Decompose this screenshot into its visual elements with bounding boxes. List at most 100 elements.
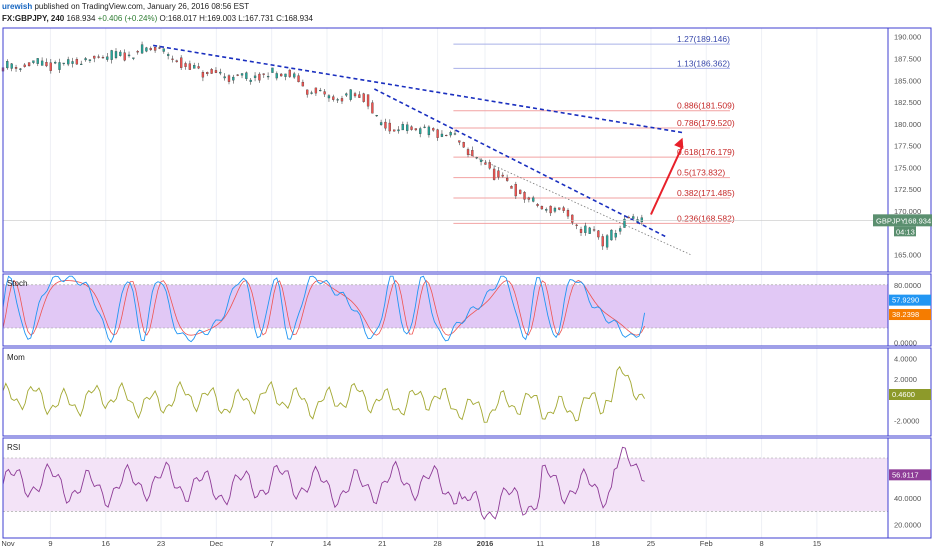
mom-panel-label: Mom	[7, 353, 25, 362]
candle-body	[597, 230, 600, 238]
fib-level-label: 0.786(179.520)	[677, 118, 735, 128]
time-axis-tick: 18	[591, 539, 599, 548]
stoch-k-line	[2, 275, 646, 344]
mom-value-tag	[889, 389, 931, 401]
candle-body	[314, 87, 318, 94]
price-axis-tick: 185.000	[894, 76, 921, 85]
candle-body	[184, 63, 187, 67]
projection-arrow-line	[650, 145, 684, 215]
candle-body	[293, 73, 296, 78]
candle-body	[88, 59, 92, 61]
candle-body	[275, 73, 278, 79]
momentum-panel[interactable]: Mom 4.0000 2.0000 -2.0000 0.4600	[2, 347, 932, 437]
candle-body	[180, 57, 183, 68]
countdown-value: 04:13	[896, 227, 915, 236]
candle-body	[536, 204, 539, 206]
candle-body	[462, 142, 465, 148]
candle-body	[623, 218, 626, 228]
price-axis-tick: 190.000	[894, 33, 921, 42]
time-axis-tick: 9	[48, 539, 52, 548]
candle-body	[501, 174, 504, 177]
mom-panel-border	[2, 347, 932, 437]
candle-body	[219, 71, 222, 74]
candle-body	[605, 235, 609, 248]
candle-body	[584, 225, 587, 233]
candle-body	[327, 95, 331, 99]
candle-body	[523, 192, 526, 200]
candle-body	[532, 197, 535, 202]
rsi-panel-border	[2, 437, 932, 539]
candle-body	[119, 51, 122, 56]
candle-body	[301, 81, 305, 87]
candle-body	[310, 92, 313, 94]
candle-body	[540, 206, 544, 210]
candle-body	[45, 61, 48, 67]
candle-body	[106, 56, 109, 60]
candle-body	[236, 74, 239, 76]
candle-body	[253, 75, 257, 78]
candle-body	[67, 59, 70, 65]
time-axis-tick: Dec	[210, 539, 224, 548]
candle-body	[62, 62, 65, 64]
candle-body	[97, 56, 100, 58]
fib-level-label: 0.382(171.485)	[677, 188, 735, 198]
candle-body	[332, 96, 335, 100]
time-axis-tick: 21	[378, 539, 386, 548]
candle-body	[479, 159, 483, 162]
candle-body	[193, 65, 196, 69]
candle-body	[149, 48, 152, 51]
candle-body	[271, 67, 274, 73]
candle-body	[240, 73, 244, 76]
candle-body	[379, 122, 383, 125]
candle-body	[571, 214, 574, 223]
stoch-axis-tick: 0.0000	[894, 338, 917, 347]
rsi-panel-label: RSI	[7, 443, 20, 452]
candle-body	[75, 59, 79, 65]
candle-body	[162, 48, 165, 52]
price-panel-border	[2, 27, 932, 273]
current-price-symbol: GBPJPY	[876, 216, 906, 225]
candle-body	[519, 189, 522, 194]
candle-body	[132, 57, 135, 59]
mom-value: 0.4600	[892, 390, 915, 399]
candle-body	[158, 47, 161, 49]
projection-arrow-head	[674, 137, 684, 149]
candle-body	[358, 94, 361, 98]
candle-body	[197, 66, 200, 69]
candle-body	[514, 183, 517, 197]
candle-body	[145, 47, 148, 52]
candle-body	[175, 60, 178, 62]
stochastic-panel[interactable]: Stoch 80.0000 0.0000 57.9290 38.2398	[2, 273, 932, 347]
candle-body	[458, 140, 461, 143]
candle-body	[40, 60, 44, 66]
candle-body	[288, 69, 291, 77]
publisher-username[interactable]: urewish	[2, 2, 33, 11]
time-axis-tick: 7	[270, 539, 274, 548]
candle-body	[32, 60, 35, 63]
candle-body	[362, 93, 365, 102]
candle-body	[375, 115, 378, 117]
candle-body	[336, 99, 339, 101]
candle-body	[632, 216, 635, 219]
rsi-panel[interactable]: RSI 40.0000 20.0000 56.9117	[2, 437, 932, 539]
candle-body	[588, 227, 591, 234]
candle-body	[553, 207, 557, 212]
price-axis-tick: 170.000	[894, 207, 921, 216]
candle-body	[440, 133, 444, 137]
candle-body	[614, 232, 617, 238]
time-axis-tick: 23	[157, 539, 165, 548]
candle-body	[19, 68, 22, 70]
candle-body	[136, 51, 139, 53]
current-price-tag	[873, 214, 932, 227]
rsi-line	[2, 446, 645, 520]
candle-body	[227, 75, 231, 82]
mom-axis-tick: -2.0000	[894, 416, 919, 425]
candle-body	[432, 128, 435, 131]
fib-level-label: 1.13(186.362)	[677, 58, 730, 68]
symbol-title[interactable]: FX:GBPJPY, 240	[2, 14, 65, 23]
candle-body	[249, 79, 252, 82]
candle-body	[80, 63, 83, 65]
candle-body	[445, 134, 448, 137]
time-axis[interactable]: Nov 9 16 23 Dec 7 14 21 28 2016 11 18 25 Feb 8 15	[1, 539, 821, 548]
